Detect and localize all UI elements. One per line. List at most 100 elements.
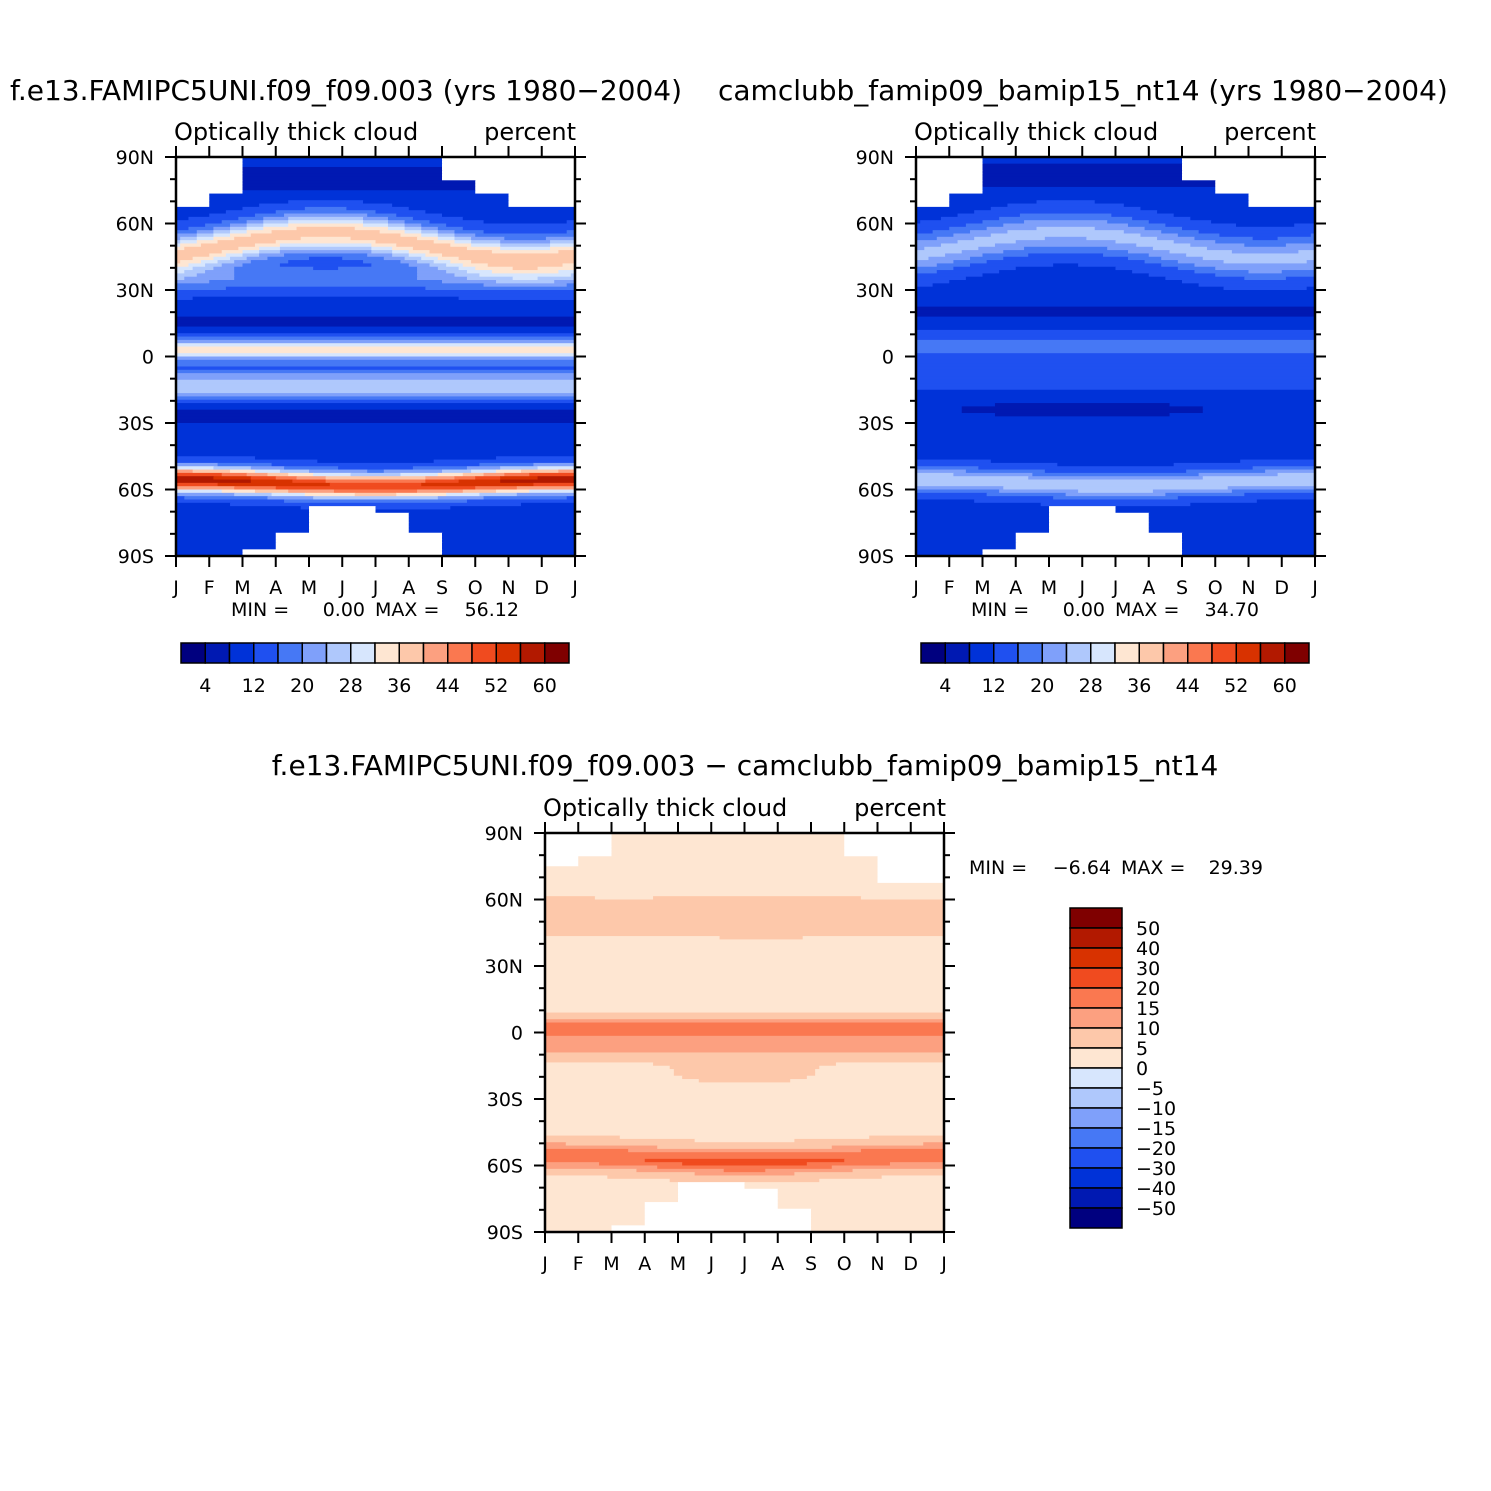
- field-cell: [184, 246, 239, 251]
- field-cell: [371, 243, 397, 248]
- field-cell: [545, 975, 944, 980]
- field-cell: [176, 220, 223, 225]
- panel-test-colorbar: 4 12 20 28 36 44 52 60: [920, 642, 1310, 697]
- field-cell: [437, 256, 460, 261]
- field-cell: [234, 492, 273, 497]
- field-cell: [375, 240, 435, 245]
- field-cell: [450, 260, 472, 264]
- field-cell: [275, 539, 443, 544]
- panel-difference-stats: MIN = −6.64 MAX = 29.39: [969, 857, 1263, 879]
- field-cell: [458, 296, 575, 301]
- field-cell: [978, 246, 1025, 251]
- field-cell: [309, 526, 410, 531]
- field-cell: [176, 290, 575, 294]
- field-cell: [844, 839, 944, 844]
- field-cell: [475, 486, 518, 491]
- field-cell: [242, 186, 476, 191]
- x-tick-label: J: [372, 577, 379, 599]
- field-cell: [396, 492, 447, 497]
- field-cell: [234, 486, 277, 491]
- field-cell: [176, 193, 210, 198]
- colorbar-box: [350, 642, 376, 664]
- field-cell: [545, 919, 944, 924]
- field-cell: [916, 323, 1315, 328]
- field-cell: [932, 230, 971, 235]
- field-cell: [545, 946, 944, 950]
- x-tick-label: J: [338, 577, 345, 599]
- field-cell: [213, 236, 235, 241]
- field-cell: [558, 250, 575, 255]
- field-cell: [916, 472, 955, 477]
- field-cell: [271, 230, 381, 235]
- field-cell: [259, 203, 393, 208]
- field-cell: [1306, 286, 1315, 291]
- field-cell: [300, 236, 352, 241]
- field-cell: [916, 499, 975, 504]
- field-cell: [259, 250, 281, 255]
- field-cell: [500, 243, 551, 248]
- field-cell: [176, 396, 575, 401]
- field-cell: [176, 519, 310, 524]
- field-cell: [176, 263, 190, 268]
- field-cell: [196, 233, 215, 238]
- field-cell: [1161, 230, 1200, 235]
- field-cell: [545, 966, 944, 970]
- field-cell: [367, 213, 397, 218]
- field-cell: [412, 246, 468, 251]
- field-cell: [545, 1228, 613, 1232]
- field-cell: [990, 233, 1142, 238]
- field-cell: [491, 270, 559, 274]
- field-cell: [562, 263, 575, 268]
- field-cell: [250, 233, 402, 238]
- field-cell: [263, 226, 298, 231]
- field-cell: [475, 186, 575, 191]
- field-cell: [815, 1069, 944, 1074]
- colorbar-box: [277, 642, 303, 664]
- field-cell: [196, 240, 219, 245]
- field-cell: [350, 472, 402, 477]
- field-cell: [916, 383, 1315, 388]
- field-cell: [487, 263, 564, 268]
- field-cell: [176, 516, 310, 521]
- y-tick-label: 60N: [116, 214, 154, 236]
- field-cell: [545, 1022, 944, 1027]
- field-cell: [213, 466, 252, 471]
- field-cell: [916, 506, 1050, 511]
- field-cell: [176, 200, 210, 205]
- field-cell: [309, 469, 368, 474]
- field-cell: [442, 213, 575, 218]
- panel-test-stats: MIN = 0.00 MAX = 34.70: [971, 599, 1259, 621]
- field-cell: [545, 1009, 944, 1014]
- colorbar-box: [968, 642, 995, 664]
- field-cell: [363, 223, 389, 228]
- field-cell: [974, 499, 1258, 504]
- field-cell: [545, 1118, 944, 1123]
- field-cell: [844, 836, 944, 841]
- colorbar-label: 36: [1127, 675, 1151, 697]
- field-cell: [1219, 233, 1312, 238]
- field-cell: [392, 246, 414, 251]
- field-cell: [545, 1062, 654, 1067]
- field-cell: [545, 1135, 621, 1140]
- field-cell: [1277, 472, 1315, 477]
- field-cell: [471, 469, 497, 474]
- colorbar-box: [1114, 642, 1140, 664]
- field-cell: [176, 309, 575, 314]
- field-cell: [545, 1045, 944, 1050]
- field-cell: [516, 492, 575, 497]
- field-cell: [916, 449, 1315, 454]
- field-cell: [537, 476, 575, 481]
- field-cell: [565, 1142, 924, 1147]
- field-cell: [176, 226, 190, 231]
- field-cell: [806, 1075, 944, 1080]
- field-cell: [1169, 403, 1315, 407]
- field-cell: [454, 236, 472, 241]
- field-cell: [504, 472, 530, 477]
- colorbar-label: −40: [1136, 1178, 1176, 1200]
- field-cell: [545, 1035, 944, 1040]
- field-cell: [949, 226, 988, 231]
- field-cell: [475, 233, 575, 238]
- field-cell: [421, 482, 535, 487]
- x-tick-label: O: [468, 577, 483, 599]
- field-cell: [1148, 519, 1315, 524]
